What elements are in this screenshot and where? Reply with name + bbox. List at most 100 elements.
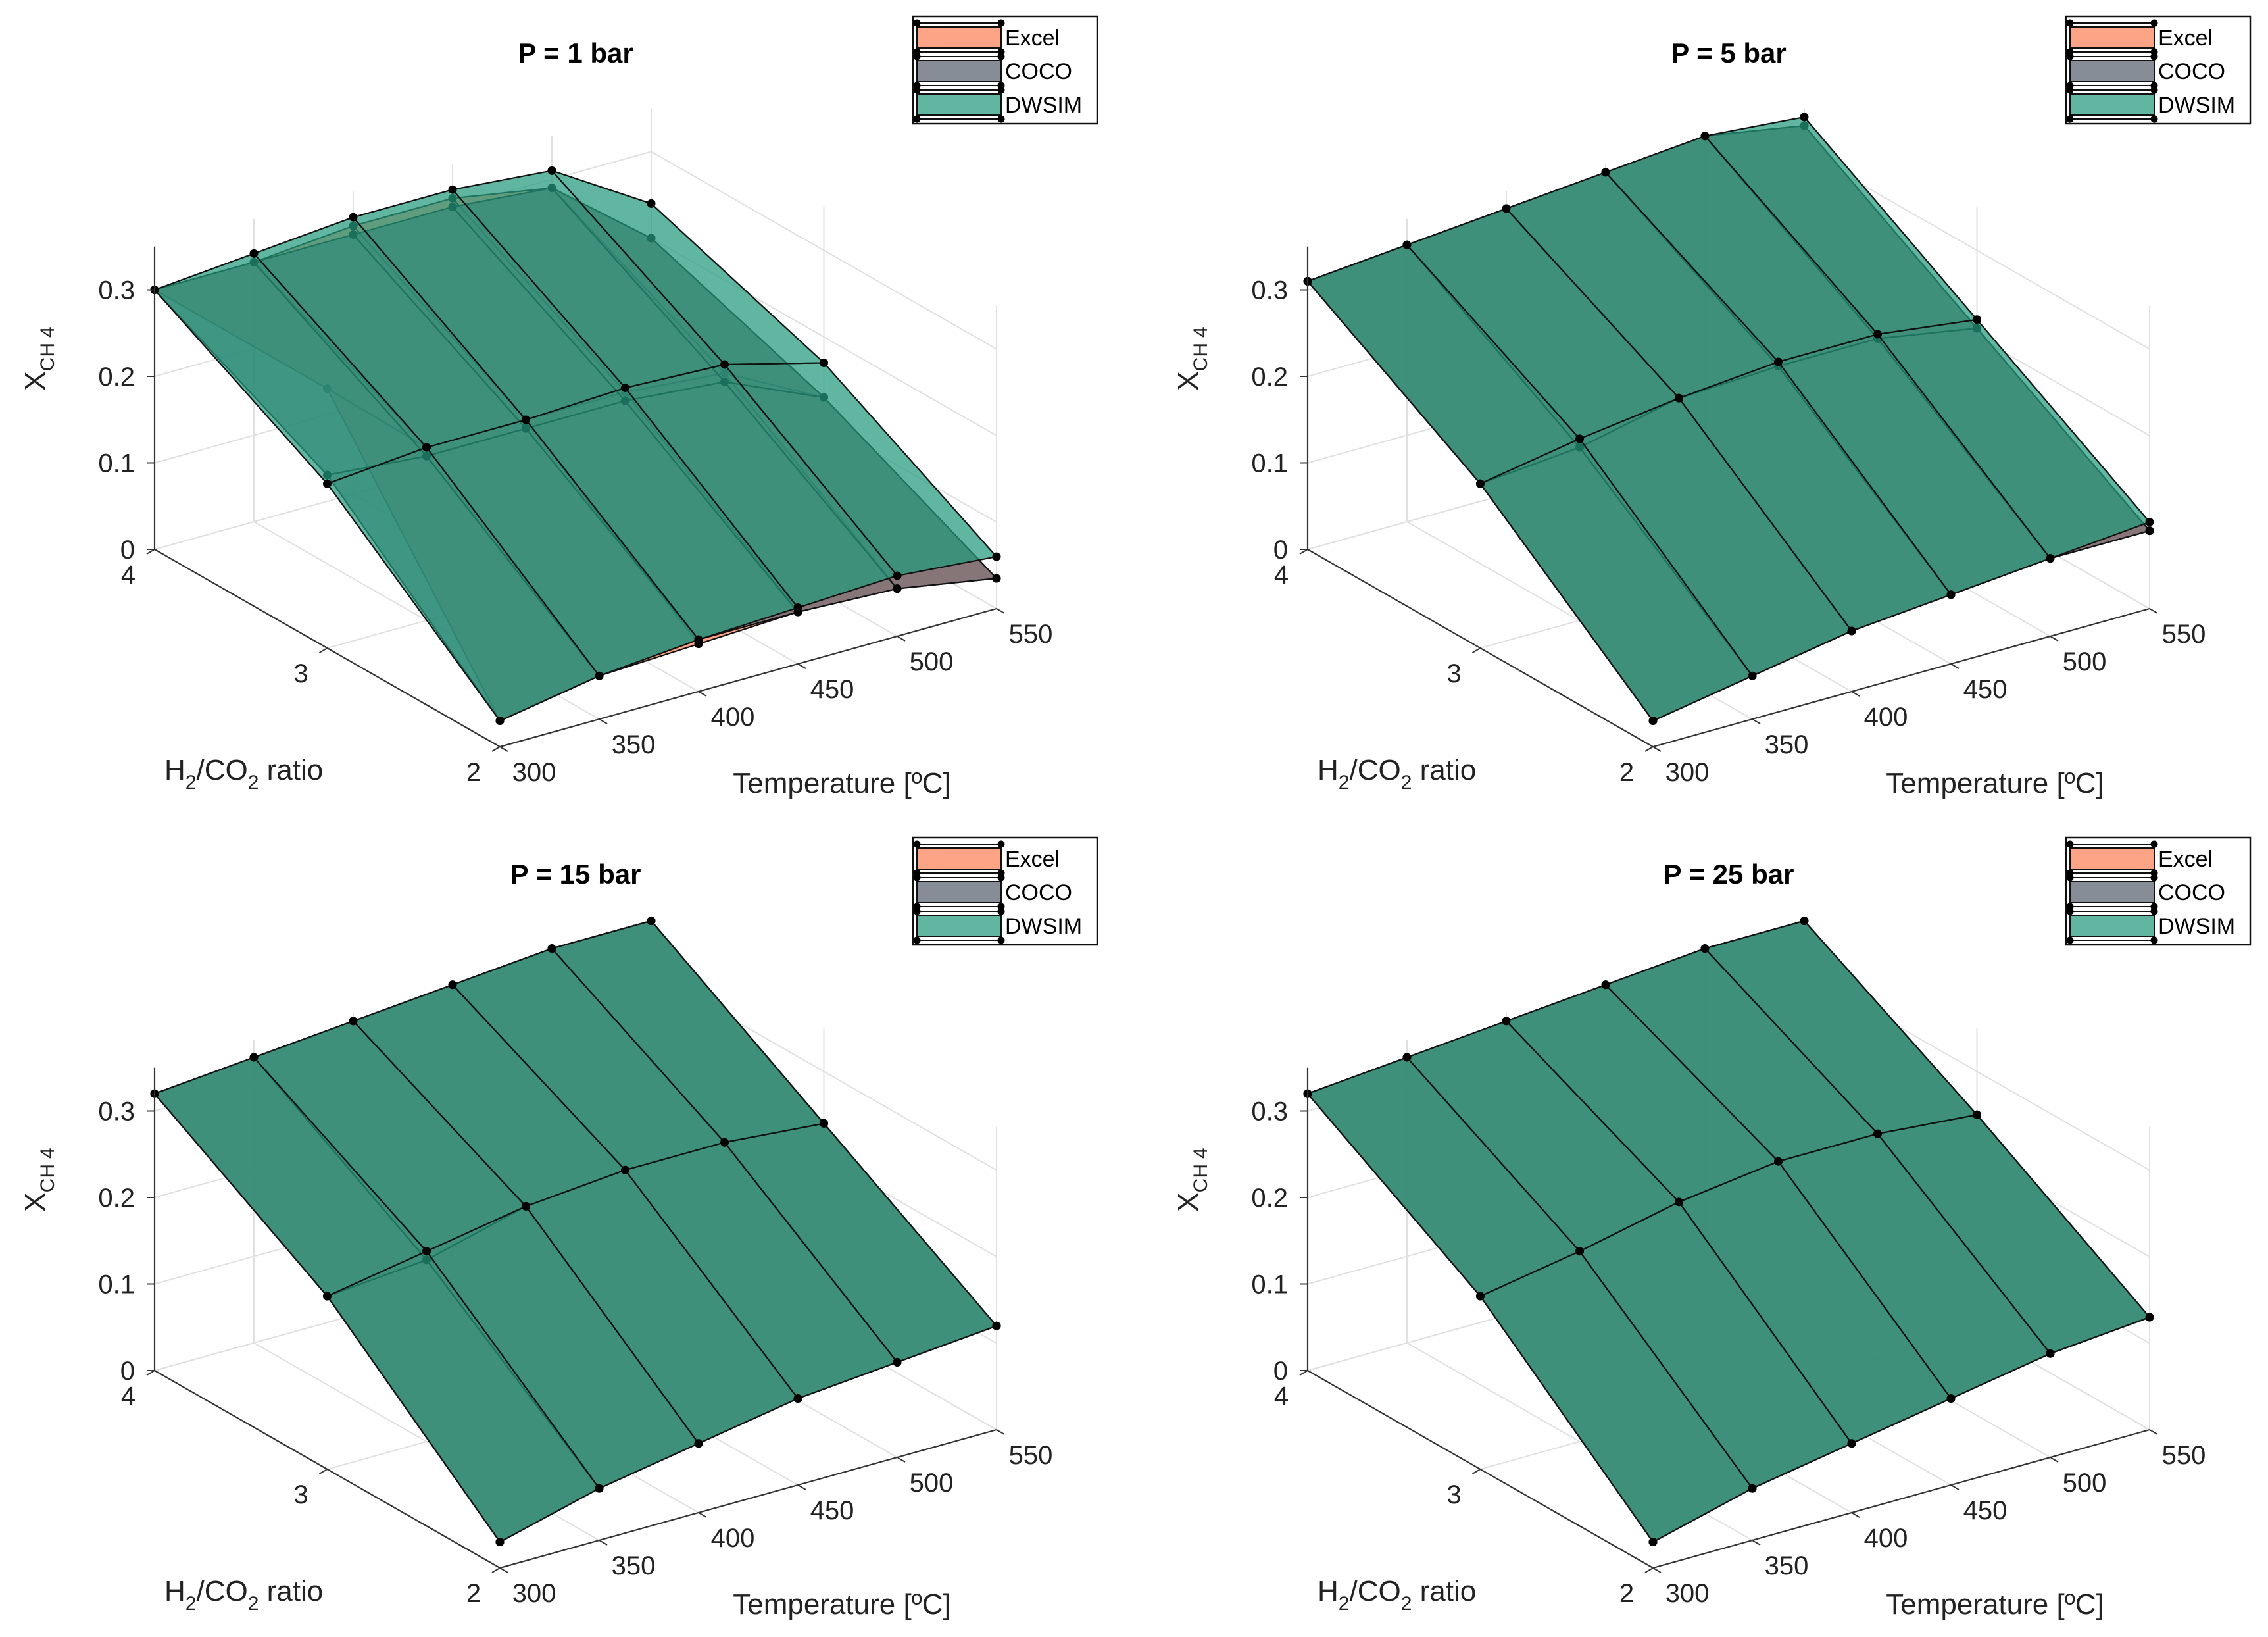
x-tick-label: 400	[711, 703, 755, 732]
x-tick-label: 300	[512, 758, 556, 787]
legend-swatch	[2069, 93, 2155, 116]
y-tick-label: 3	[1446, 659, 1461, 688]
data-point	[1575, 1247, 1584, 1256]
data-point	[1748, 1484, 1757, 1493]
y-tick-label: 4	[1274, 561, 1289, 590]
data-point	[1502, 204, 1511, 213]
data-point	[1402, 1053, 1412, 1062]
data-point	[547, 944, 556, 953]
data-point	[1502, 1017, 1511, 1026]
data-point	[1648, 717, 1658, 726]
z-tick-label: 0.2	[1251, 363, 1288, 391]
legend-marker	[2066, 936, 2074, 944]
legend-swatch	[2069, 881, 2155, 903]
x-axis-label: Temperature [ºC]	[733, 1588, 951, 1621]
data-point	[495, 1538, 505, 1547]
legend-marker	[913, 19, 921, 27]
y-tick-label: 2	[1619, 1579, 1634, 1608]
legend-label: DWSIM	[1005, 93, 1082, 118]
legend-item-dwsim: DWSIM	[2066, 907, 2235, 944]
y-axis-label: H2/CO2 ratio	[164, 754, 323, 793]
x-tick-mark	[797, 663, 806, 669]
z-tick-label: 0	[120, 1357, 135, 1386]
x-tick-label: 500	[910, 647, 954, 676]
x-tick-label: 550	[1009, 1441, 1053, 1470]
x-tick-mark	[797, 1484, 806, 1490]
x-tick-label: 350	[612, 1551, 656, 1580]
data-point	[1575, 434, 1584, 443]
x-axis-line	[1652, 1428, 2150, 1569]
data-point	[621, 1165, 629, 1174]
y-tick-mark	[491, 1567, 501, 1573]
data-point	[1700, 944, 1710, 953]
data-point	[720, 1138, 729, 1147]
x-tick-label: 450	[1963, 1496, 2008, 1525]
x-tick-mark	[698, 1512, 707, 1518]
z-tick-label: 0.3	[1251, 1097, 1288, 1126]
y-tick-label: 2	[466, 1579, 481, 1608]
data-point	[1774, 357, 1783, 366]
x-tick-label: 300	[512, 1579, 556, 1608]
legend-marker	[913, 115, 921, 123]
data-point	[1675, 1197, 1683, 1207]
legend-marker	[2066, 86, 2074, 94]
data-point	[422, 443, 431, 452]
x-tick-label: 400	[711, 1524, 755, 1553]
x-tick-label: 300	[1665, 1579, 1710, 1608]
x-tick-mark	[1752, 1540, 1761, 1546]
legend-swatch	[2069, 847, 2155, 870]
x-tick-mark	[1950, 663, 1960, 669]
data-point	[621, 383, 629, 392]
legend: Excel COCO DWSIM	[912, 15, 1098, 125]
data-point	[349, 213, 358, 222]
data-point	[1847, 626, 1856, 636]
y-tick-mark	[146, 549, 155, 555]
legend-marker	[913, 907, 921, 915]
data-point	[1476, 479, 1485, 488]
legend-item-excel: Excel	[2066, 19, 2213, 56]
x-tick-label: 450	[1963, 675, 2008, 704]
z-tick-label: 0.1	[1251, 1271, 1288, 1299]
chart-title: P = 1 bar	[518, 38, 633, 68]
x-tick-mark	[698, 691, 707, 697]
z-tick-label: 0.3	[1251, 276, 1288, 305]
legend-marker	[2150, 53, 2158, 61]
legend-label: DWSIM	[2158, 93, 2235, 118]
data-point	[1402, 240, 1412, 249]
legend-label: DWSIM	[2158, 914, 2235, 939]
x-tick-mark	[1652, 746, 1662, 752]
data-point	[495, 717, 505, 726]
axes: 300 350 400 450 500 550 2 3 40 0.1 0.2 0.3 Temperatu…	[19, 246, 1052, 799]
legend-label: Excel	[1005, 26, 1060, 51]
data-point	[2145, 518, 2154, 526]
y-tick-label: 2	[1619, 758, 1634, 787]
z-tick-label: 0	[1273, 1357, 1288, 1386]
legend-item-dwsim: DWSIM	[913, 907, 1082, 944]
legend-label: DWSIM	[1005, 914, 1082, 939]
x-tick-mark	[996, 608, 1005, 614]
z-tick-label: 0.3	[98, 1097, 135, 1126]
x-tick-label: 550	[2162, 1441, 2206, 1470]
x-tick-label: 550	[2162, 620, 2206, 649]
x-tick-label: 450	[810, 675, 854, 704]
chart-title: P = 5 bar	[1671, 38, 1787, 68]
legend-swatch	[2069, 915, 2155, 937]
legend-swatch	[916, 915, 1002, 937]
x-tick-label: 400	[1864, 1524, 1908, 1553]
legend-label: Excel	[2158, 26, 2213, 51]
data-point	[647, 199, 656, 208]
x-tick-mark	[897, 636, 906, 642]
legend-swatch	[916, 847, 1002, 870]
y-tick-mark	[318, 647, 328, 653]
legend-label: COCO	[1005, 880, 1072, 905]
legend-marker	[913, 874, 921, 882]
x-tick-label: 500	[2063, 647, 2107, 676]
x-tick-label: 350	[1765, 730, 1809, 759]
y-tick-mark	[1471, 1469, 1481, 1474]
x-tick-mark	[1851, 691, 1860, 697]
data-point	[249, 1053, 259, 1062]
legend-marker	[2066, 19, 2074, 27]
x-tick-label: 300	[1665, 758, 1710, 787]
axes: 300 350 400 450 500 550 2 3 40 0.1 0.2 0.3 Temperatu…	[1172, 1067, 2206, 1621]
y-tick-mark	[1299, 549, 1308, 555]
